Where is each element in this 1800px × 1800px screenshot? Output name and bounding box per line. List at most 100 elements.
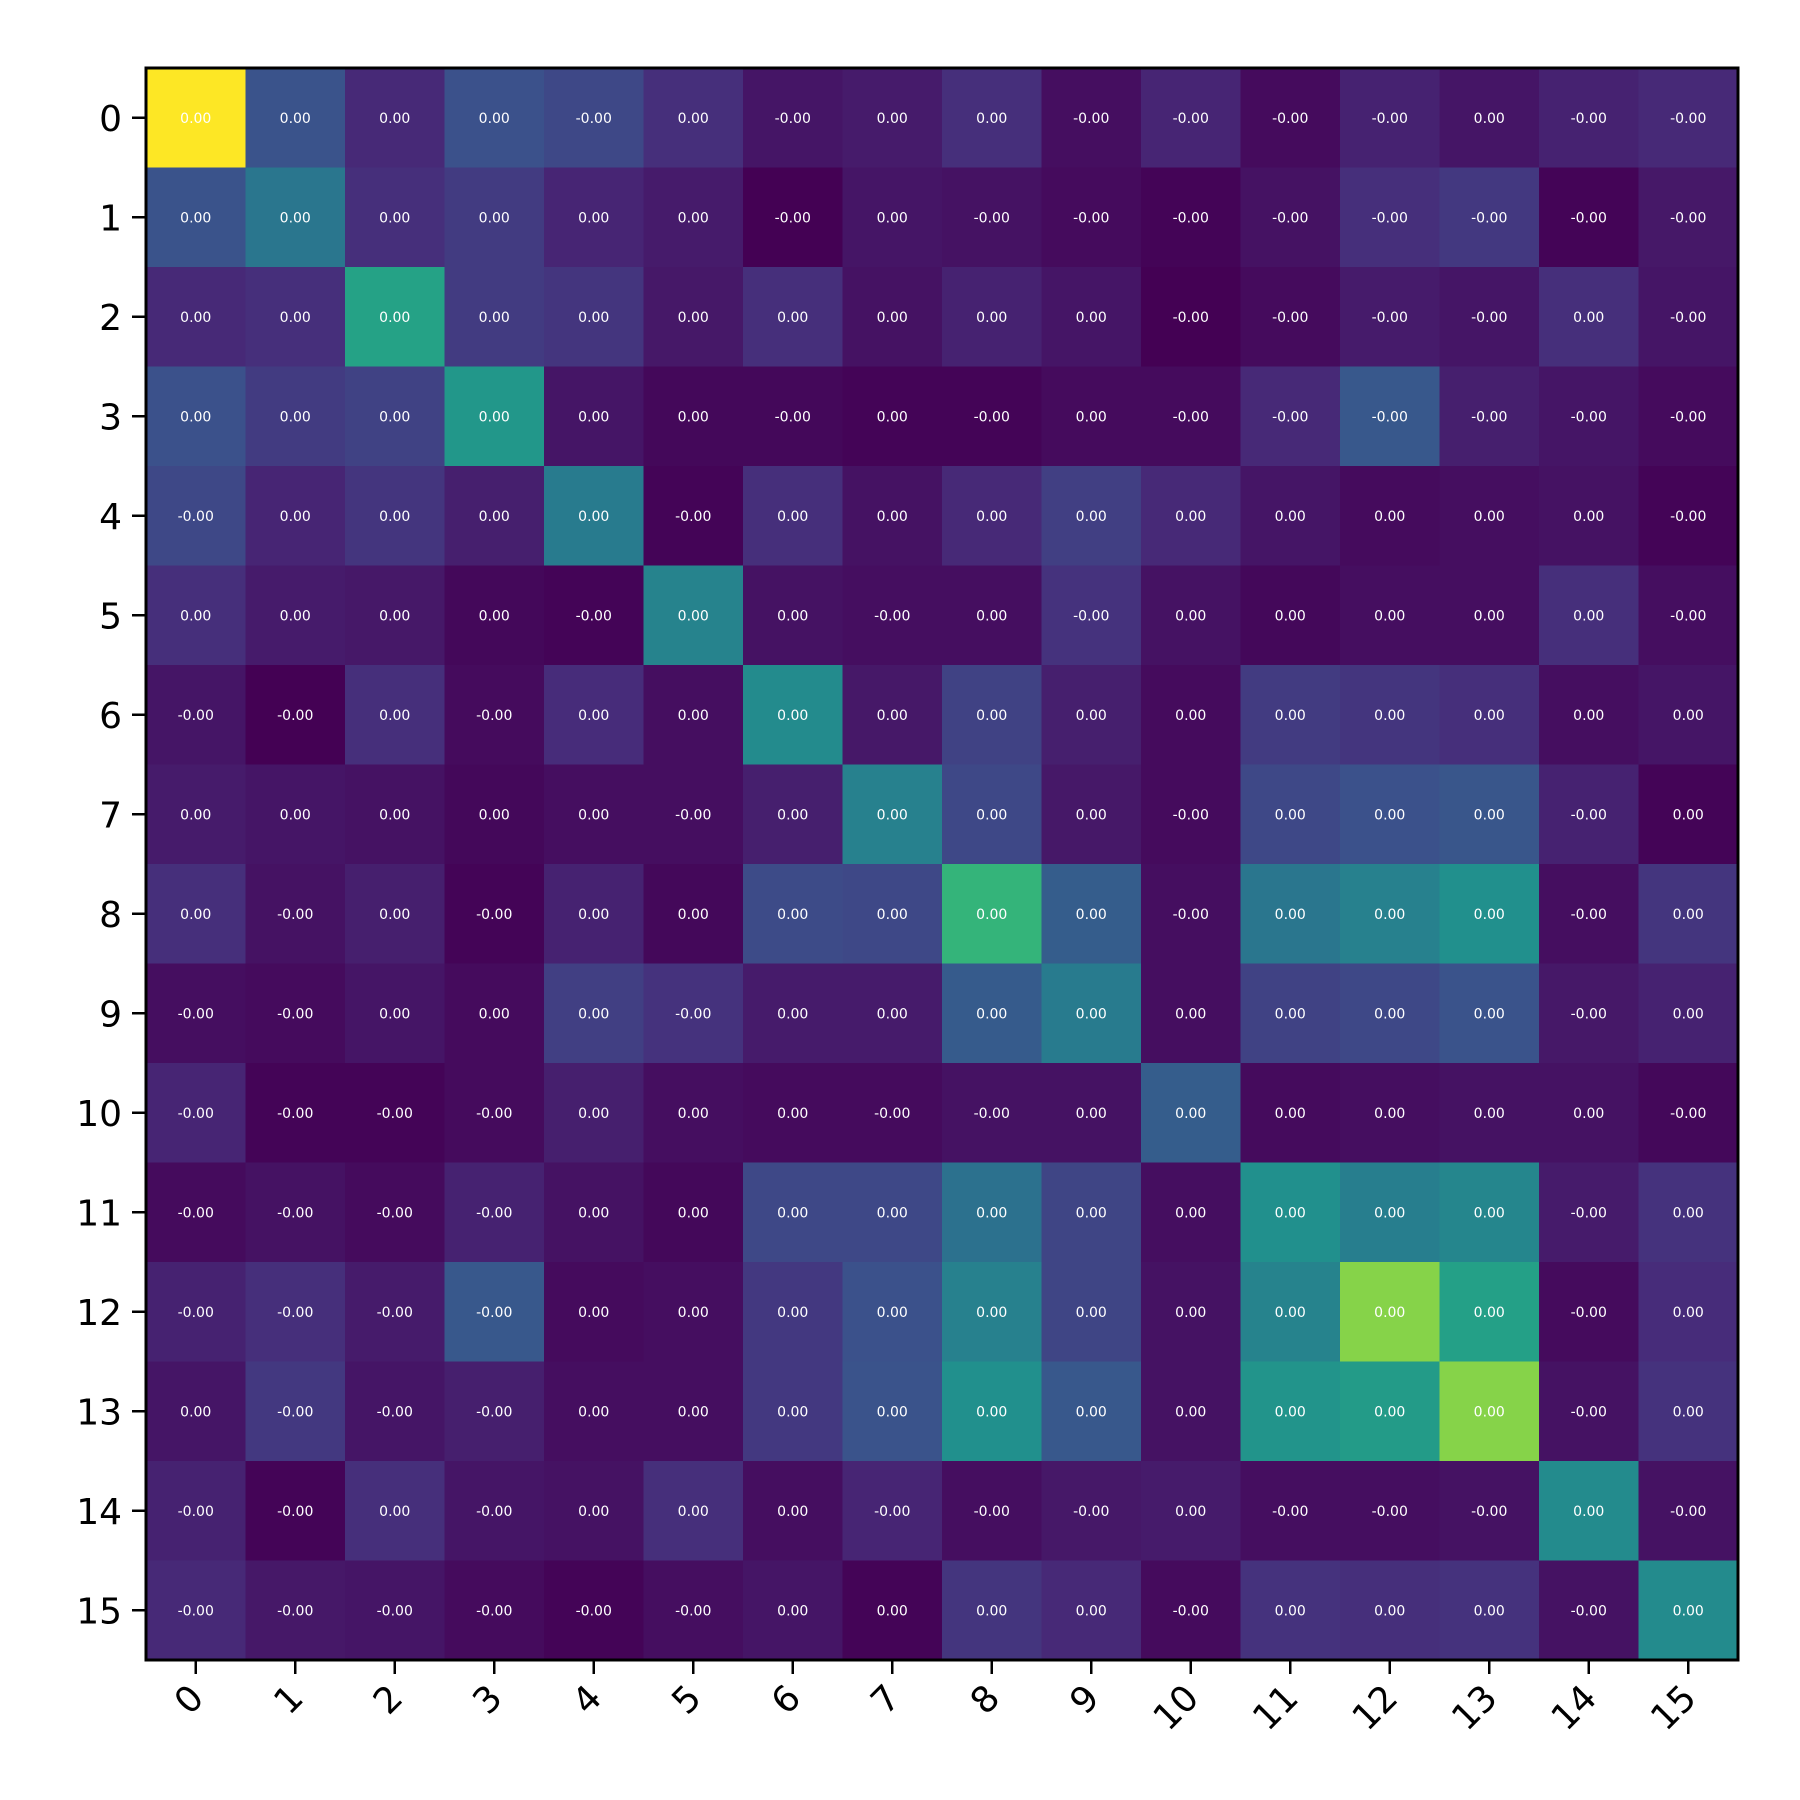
cell-value-label: 0.00 (379, 409, 410, 425)
cell-value-label: 0.00 (280, 310, 311, 326)
heatmap-cell (1041, 1063, 1142, 1164)
x-tick-label: 10 (1146, 1677, 1207, 1738)
cell-value-label: 0.00 (578, 409, 609, 425)
heatmap-cell (146, 665, 247, 766)
heatmap-cell (1041, 1560, 1142, 1661)
heatmap-cell (1141, 366, 1242, 467)
cell-value-label: 0.00 (1673, 807, 1704, 823)
heatmap-cell (1141, 1361, 1242, 1462)
heatmap-cell (1539, 267, 1640, 368)
heatmap-cell (245, 1063, 346, 1164)
heatmap-cell (643, 267, 744, 368)
cell-value-label: -0.00 (775, 409, 811, 425)
heatmap-cell (842, 366, 943, 467)
cell-value-label: -0.00 (974, 409, 1010, 425)
cell-value-label: -0.00 (1670, 111, 1706, 127)
cell-value-label: 0.00 (976, 1603, 1007, 1619)
heatmap-cell (942, 466, 1043, 567)
cell-value-label: 0.00 (877, 807, 908, 823)
x-tick-label: 1 (266, 1677, 311, 1722)
plot-frame (144, 66, 1740, 1662)
cell-value-label: -0.00 (1173, 1603, 1209, 1619)
cell-value-label: 0.00 (777, 807, 808, 823)
cell-value-label: 0.00 (1175, 1106, 1206, 1122)
heatmap-cell (1439, 68, 1540, 169)
cell-value-label: -0.00 (1670, 210, 1706, 226)
cell-value-label: 0.00 (1175, 1305, 1206, 1321)
cell-value-label: 0.00 (1374, 1006, 1405, 1022)
cell-value-label: 0.00 (678, 1404, 709, 1420)
heatmap-cell (1439, 167, 1540, 268)
heatmap-cell (743, 267, 844, 368)
cell-value-label: 0.00 (1076, 1305, 1107, 1321)
cell-value-label: 0.00 (1275, 1603, 1306, 1619)
cell-value-label: -0.00 (1073, 111, 1109, 127)
heatmap-cell (1041, 167, 1142, 268)
cell-value-label: -0.00 (377, 1106, 413, 1122)
heatmap-cell (245, 1560, 346, 1661)
y-tick-label: 4 (99, 497, 122, 538)
heatmap-cell (1141, 1262, 1242, 1363)
x-tick-label: 12 (1345, 1677, 1406, 1738)
heatmap-cell (743, 665, 844, 766)
heatmap-cell (1141, 963, 1242, 1064)
heatmap-cell (245, 1461, 346, 1562)
cell-value-label: 0.00 (877, 1603, 908, 1619)
heatmap-cell (345, 1162, 446, 1263)
heatmap-cell (1439, 565, 1540, 666)
cell-value-label: -0.00 (476, 1504, 512, 1520)
cell-value-label: 0.00 (578, 1106, 609, 1122)
cell-value-label: 0.00 (1573, 310, 1604, 326)
heatmap-cell (1141, 267, 1242, 368)
cell-value-label: -0.00 (1471, 310, 1507, 326)
cell-value-label: -0.00 (178, 1205, 214, 1221)
heatmap-cell (1141, 764, 1242, 865)
heatmap-cell (444, 366, 545, 467)
heatmap-cell (942, 764, 1043, 865)
cell-value-label: -0.00 (974, 1504, 1010, 1520)
cell-value-label: 0.00 (1673, 1404, 1704, 1420)
cell-value-label: 0.00 (578, 807, 609, 823)
heatmap-cell (942, 864, 1043, 965)
cell-value-label: 0.00 (479, 807, 510, 823)
cell-value-label: 0.00 (1374, 1404, 1405, 1420)
heatmap-cell (245, 267, 346, 368)
cell-value-label: 0.00 (1275, 907, 1306, 923)
heatmap-cell (1141, 864, 1242, 965)
heatmap-cell (942, 366, 1043, 467)
heatmap-cell (444, 665, 545, 766)
heatmap-cell (1041, 1262, 1142, 1363)
heatmap-cells (146, 68, 1739, 1661)
cell-value-label: -0.00 (277, 708, 313, 724)
cell-value-label: 0.00 (1076, 1205, 1107, 1221)
cell-value-label: 0.00 (1076, 509, 1107, 525)
heatmap-cell (146, 366, 247, 467)
cell-value-label: 0.00 (479, 310, 510, 326)
heatmap-cell (444, 1063, 545, 1164)
heatmap-cell (1041, 665, 1142, 766)
cell-value-label: -0.00 (277, 1006, 313, 1022)
y-tick-label: 5 (99, 596, 122, 637)
heatmap-cell (245, 167, 346, 268)
heatmap-cell (146, 764, 247, 865)
cell-value-label: -0.00 (476, 907, 512, 923)
heatmap-cell (643, 665, 744, 766)
heatmap-cell (146, 963, 247, 1064)
cell-value-label: -0.00 (1571, 1205, 1607, 1221)
cell-value-label: -0.00 (1670, 1504, 1706, 1520)
cell-value-label: -0.00 (576, 111, 612, 127)
heatmap-cell (743, 1262, 844, 1363)
heatmap-cell (842, 466, 943, 567)
cell-value-label: 0.00 (877, 509, 908, 525)
x-tick-label: 2 (366, 1677, 411, 1722)
heatmap-cell (1041, 764, 1142, 865)
cell-value-label: -0.00 (1571, 1603, 1607, 1619)
cell-value-label: 0.00 (678, 708, 709, 724)
cell-value-label: 0.00 (479, 1006, 510, 1022)
cell-value-label: 0.00 (678, 1205, 709, 1221)
heatmap-cell (1439, 864, 1540, 965)
heatmap-cell (1439, 1361, 1540, 1462)
cell-value-label: 0.00 (1474, 907, 1505, 923)
heatmap-cell (1240, 565, 1341, 666)
heatmap-cell (743, 963, 844, 1064)
